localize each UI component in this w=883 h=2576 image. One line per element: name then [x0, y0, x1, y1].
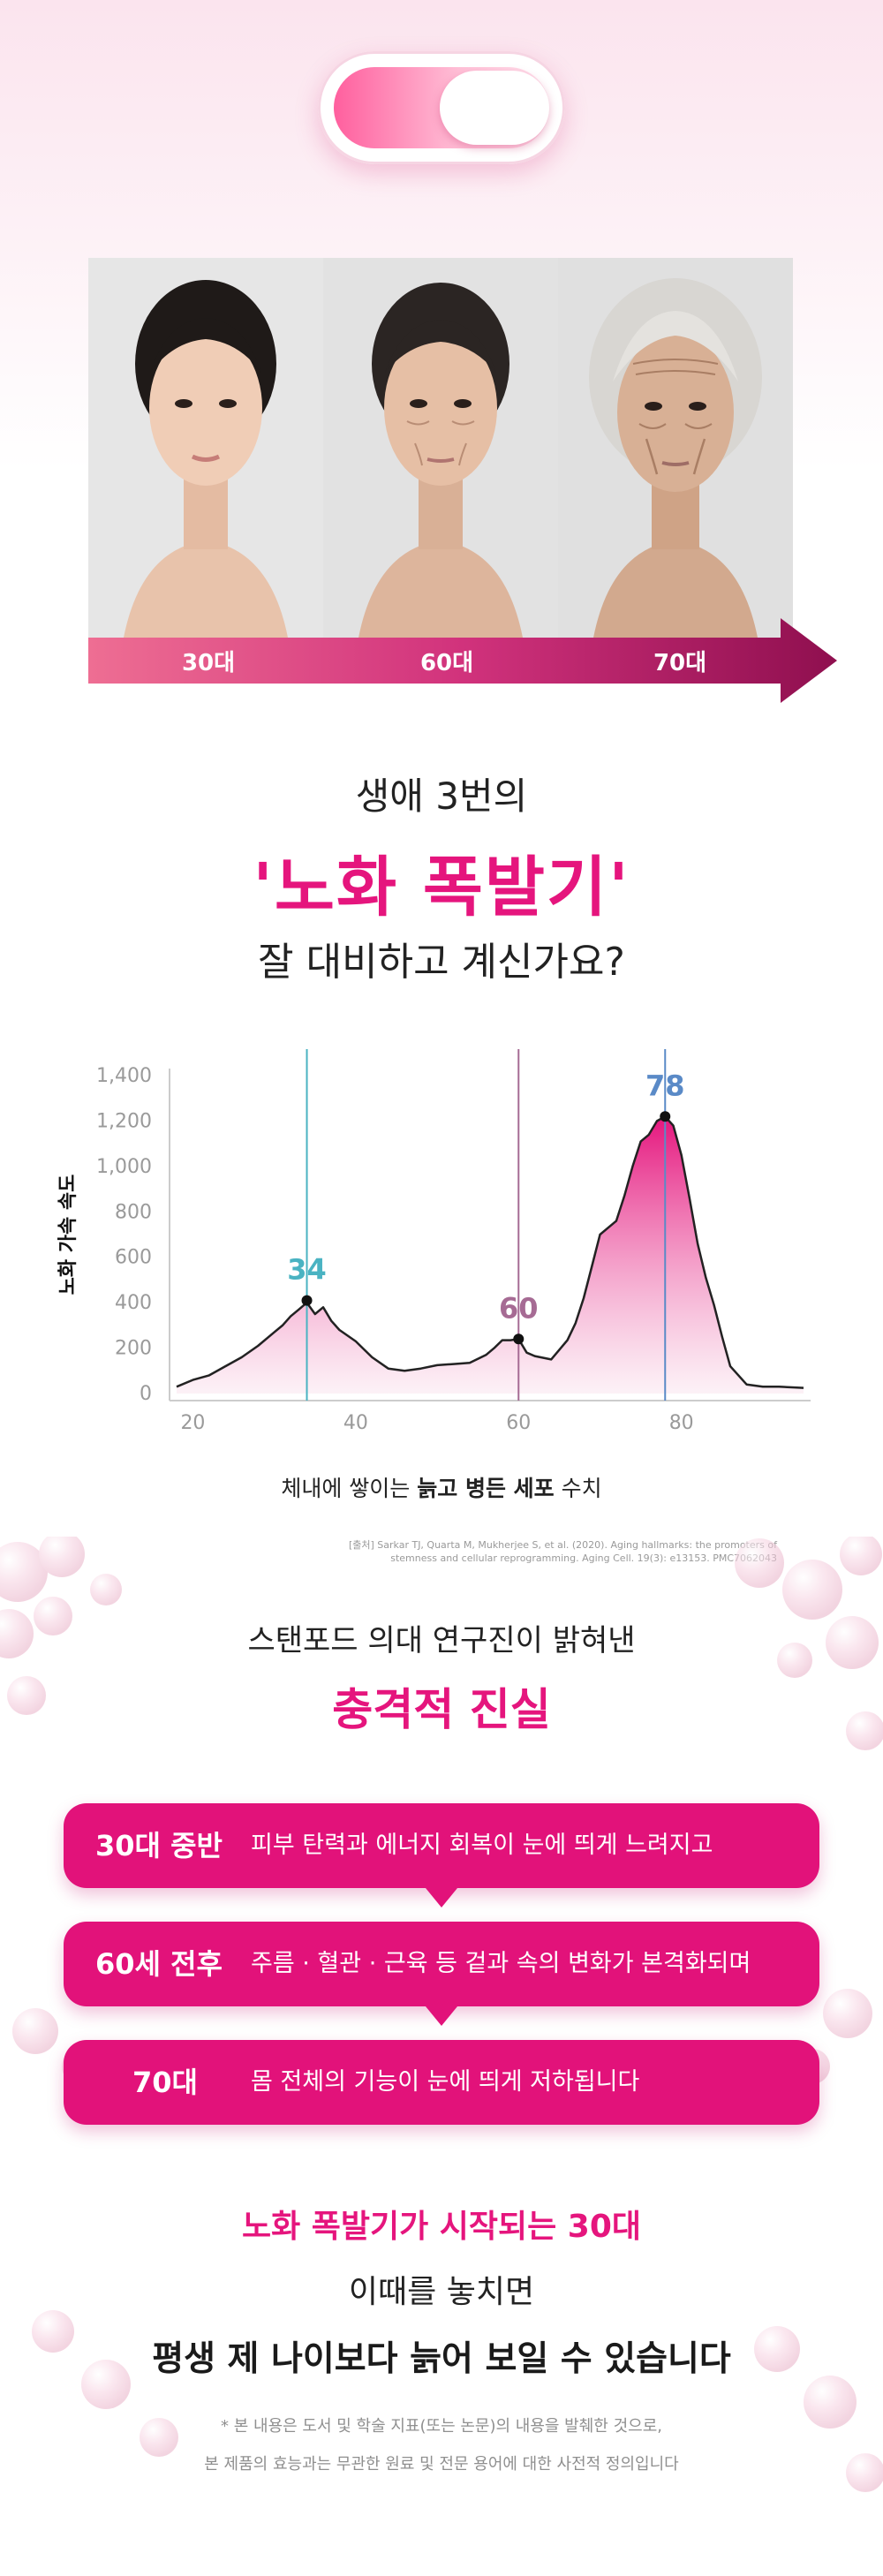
x-tick-label: 20	[180, 1412, 205, 1434]
y-tick-label: 600	[115, 1247, 152, 1269]
age-timeline-arrow	[88, 618, 837, 703]
headline-line-3: 잘 대비하고 계신가요?	[258, 940, 625, 985]
marker-label-78: 78	[645, 1069, 685, 1102]
aging-speed-chart: 0 200 400 600 800 1,000 1,200 1,400 20 40 60 80 노화 가…	[0, 1042, 883, 1537]
marker-point-60	[513, 1333, 525, 1345]
marker-label-60: 60	[499, 1291, 539, 1325]
stage-pill-60s: 60세 전후 주름 · 혈관 · 근육 등 겉과 속의 변화가 본격화되며	[64, 1922, 819, 2006]
headline-emphasis: '노화 폭발기'	[253, 850, 630, 925]
y-tick-label: 1,200	[96, 1110, 152, 1132]
age-label-60s: 60대	[419, 650, 474, 676]
y-tick-label: 1,400	[96, 1065, 152, 1087]
chart-caption-bold: 늙고 병든 세포	[417, 1476, 555, 1501]
citation: [출처] Sarkar TJ, Quarta M, Mukherjee S, e…	[300, 1538, 777, 1565]
stage-description: 피부 탄력과 에너지 회복이 눈에 띄게 느려지고	[251, 1832, 713, 1859]
stage-connector	[426, 2006, 457, 2026]
closing-line-2: 이때를 놓치면	[348, 2274, 535, 2310]
research-emphasis: 충격적 진실	[332, 1684, 551, 1735]
y-tick-label: 0	[140, 1383, 152, 1405]
chart-caption-prefix: 체내에 쌓이는	[281, 1476, 418, 1501]
stage-pill-30s: 30대 중반 피부 탄력과 에너지 회복이 눈에 띄게 느려지고	[64, 1803, 819, 1888]
decorative-cell-bubbles	[0, 1531, 883, 2572]
aging-face-strip	[88, 258, 795, 638]
marker-point-34	[301, 1295, 313, 1306]
chart-caption-suffix: 수치	[554, 1476, 602, 1501]
stage-tag: 60세 전후	[95, 1947, 223, 1981]
y-axis-label: 노화 가속 속도	[57, 1175, 79, 1296]
closing-emphasis: 노화 폭발기가 시작되는 30대	[241, 2209, 642, 2245]
x-tick-label: 40	[343, 1412, 368, 1434]
marker-point-78	[660, 1111, 671, 1122]
face-image-60s	[323, 258, 558, 638]
citation-line-2: stemness and cellular reprogramming. Agi…	[390, 1552, 777, 1564]
age-label-30s: 30대	[181, 650, 236, 676]
stage-description: 주름 · 혈관 · 근육 등 겉과 속의 변화가 본격화되며	[251, 1950, 751, 1977]
chart-caption: 체내에 쌓이는 늙고 병든 세포 수치	[0, 1471, 883, 1503]
stage-tag: 70대	[132, 2066, 198, 2099]
stage-description: 몸 전체의 기능이 눈에 띄게 저하됩니다	[251, 2068, 640, 2096]
disclaimer-line-1: * 본 내용은 도서 및 학술 지표(또는 논문)의 내용을 발췌한 것으로,	[221, 2417, 662, 2436]
face-image-70s	[558, 258, 793, 638]
disclaimer-line-2: 본 제품의 효능과는 무관한 원료 및 전문 용어에 대한 사전적 정의입니다	[204, 2455, 679, 2474]
face-image-30s	[88, 258, 323, 638]
x-tick-label: 80	[669, 1412, 694, 1434]
citation-line-1: [출처] Sarkar TJ, Quarta M, Mukherjee S, e…	[348, 1539, 777, 1551]
aging-speed-chart-svg: 0 200 400 600 800 1,000 1,200 1,400 20 40 60 80 노화 가…	[57, 1049, 811, 1434]
headline-line-1: 생애 3번의	[355, 774, 528, 818]
x-tick-label: 60	[506, 1412, 531, 1434]
closing-line-3: 평생 제 나이보다 늙어 보일 수 있습니다	[152, 2339, 731, 2379]
toggle-switch	[318, 51, 565, 164]
y-tick-label: 400	[115, 1292, 152, 1314]
marker-label-34: 34	[287, 1253, 327, 1287]
y-tick-label: 1,000	[96, 1156, 152, 1178]
stage-pill-70s: 70대 몸 전체의 기능이 눈에 띄게 저하됩니다	[64, 2040, 819, 2125]
age-label-70s: 70대	[653, 650, 707, 676]
y-tick-label: 200	[115, 1338, 152, 1360]
research-intro: 스탠포드 의대 연구진이 밝혀낸	[247, 1623, 636, 1658]
stage-connector	[426, 1888, 457, 1907]
toggle-knob	[440, 71, 549, 145]
stage-tag: 30대 중반	[95, 1829, 223, 1862]
y-tick-label: 800	[115, 1201, 152, 1223]
